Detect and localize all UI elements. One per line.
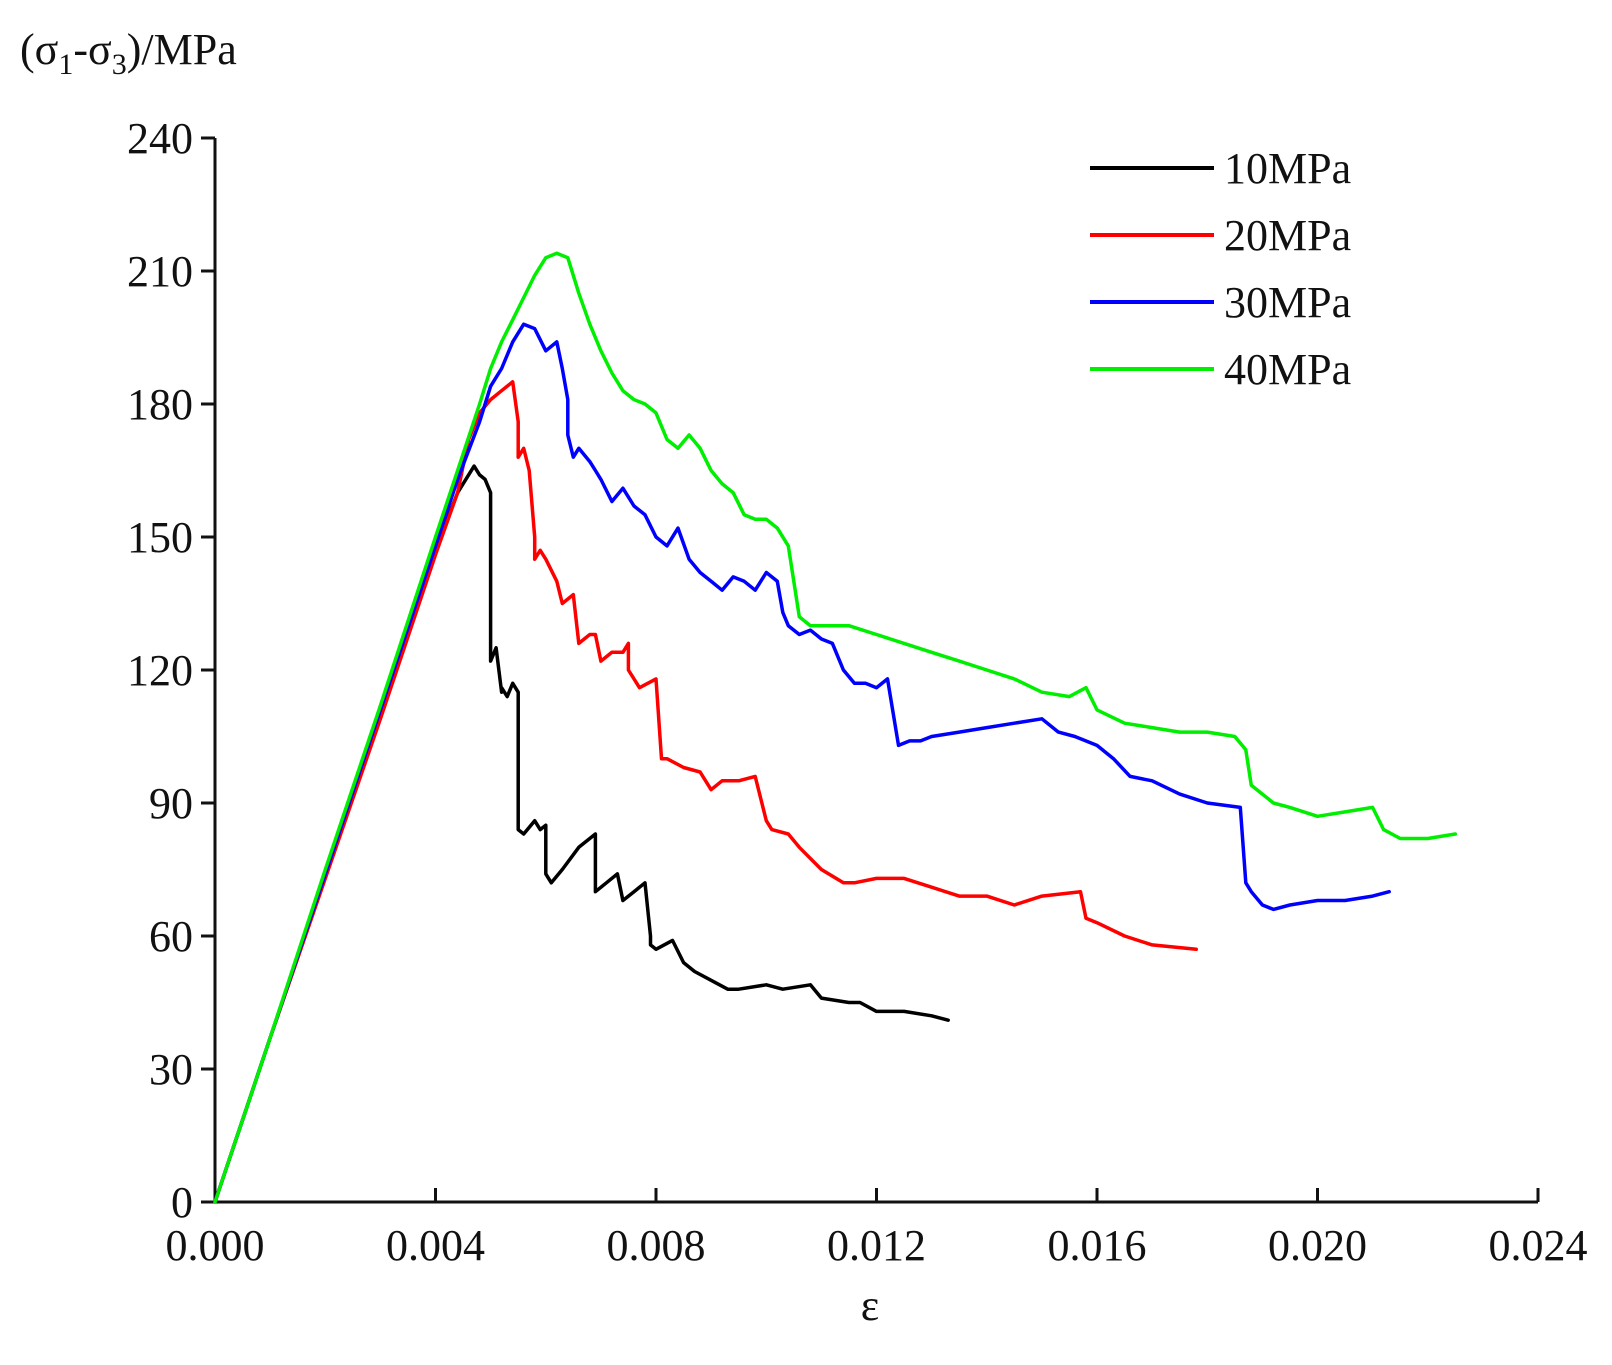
x-tick-label: 0.020 (1268, 1221, 1367, 1270)
y-axis-title-close: )/MPa (127, 25, 237, 74)
y-axis-title: (σ1-σ3)/MPa (20, 25, 237, 81)
x-tick-label: 0.000 (166, 1221, 265, 1270)
y-axis-title-sub1: 1 (58, 48, 73, 81)
x-axis-ticks: 0.000 0.004 0.008 0.012 0.016 0.020 0.024 (166, 1188, 1588, 1270)
x-tick-label: 0.004 (386, 1221, 485, 1270)
y-tick-label: 90 (149, 779, 193, 828)
y-axis-title-sub2: 3 (112, 48, 127, 81)
y-axis-title-open: (σ (20, 25, 59, 74)
y-tick-label: 240 (127, 114, 193, 163)
legend: 10MPa 20MPa 30MPa 40MPa (1090, 144, 1351, 394)
y-tick-label: 150 (127, 513, 193, 562)
series-line-10MPa (213, 464, 950, 1204)
legend-label-10MPa: 10MPa (1224, 144, 1351, 193)
y-axis-title-dash: -σ (73, 25, 112, 74)
y-tick-label: 30 (149, 1045, 193, 1094)
x-tick-label: 0.012 (827, 1221, 926, 1270)
x-tick-label: 0.024 (1489, 1221, 1588, 1270)
y-tick-label: 120 (127, 646, 193, 695)
legend-label-40MPa: 40MPa (1224, 345, 1351, 394)
legend-label-30MPa: 30MPa (1224, 278, 1351, 327)
series-line-20MPa (213, 380, 1198, 1204)
y-tick-label: 180 (127, 380, 193, 429)
y-tick-label: 210 (127, 247, 193, 296)
legend-label-20MPa: 20MPa (1224, 211, 1351, 260)
y-tick-label: 0 (171, 1178, 193, 1227)
series-lines (213, 251, 1458, 1204)
y-tick-label: 60 (149, 912, 193, 961)
series-line-30MPa (213, 322, 1391, 1204)
x-axis-title: ε (861, 1281, 879, 1330)
x-tick-label: 0.016 (1048, 1221, 1147, 1270)
series-line-40MPa (213, 251, 1458, 1204)
y-axis-ticks: 0 30 60 90 120 150 180 210 240 (127, 114, 215, 1227)
x-tick-label: 0.008 (607, 1221, 706, 1270)
